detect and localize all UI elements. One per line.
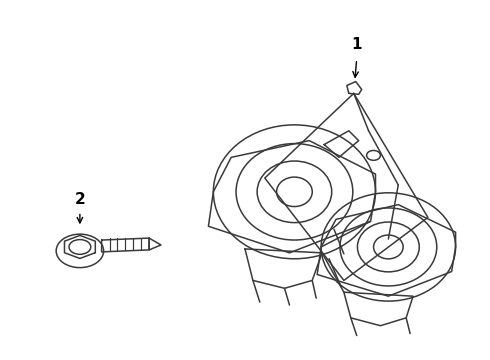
Text: 1: 1	[351, 37, 362, 51]
Text: 2: 2	[74, 192, 85, 207]
